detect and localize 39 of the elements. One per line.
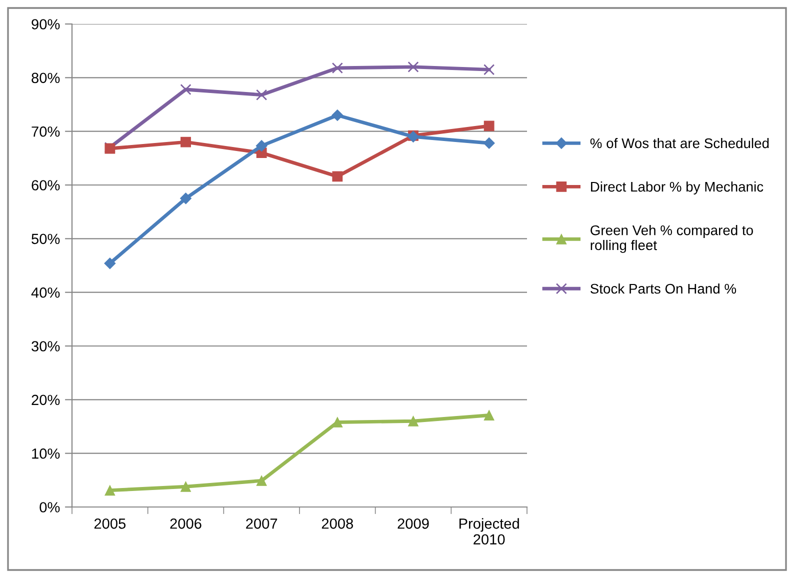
x-tick-label: Projected 2010	[459, 518, 519, 545]
point	[180, 84, 192, 96]
y-tick-label: 50%	[32, 234, 60, 244]
x-tick-label: 2009	[398, 518, 429, 529]
y-tick-label: 20%	[32, 394, 60, 406]
x-tick-label: 2008	[322, 518, 354, 529]
point	[180, 481, 191, 492]
y-tick-label: 60%	[32, 180, 60, 190]
point	[180, 192, 192, 204]
y-tick-label: 10%	[32, 448, 60, 459]
point	[332, 62, 343, 74]
x-tick-label: 2007	[246, 518, 278, 529]
legend-label: Direct Labor % by Mechanic	[591, 181, 764, 194]
x-tick-label: 2005	[94, 518, 126, 529]
y-tick-label: 40%	[31, 287, 60, 298]
y-tick-label: 0%	[40, 502, 60, 512]
y-tick-label: 70%	[32, 126, 60, 137]
point	[104, 485, 116, 496]
y-tick-label: 30%	[32, 341, 60, 352]
point	[256, 140, 268, 152]
legend-label: % of Wos that are Scheduled	[590, 138, 769, 148]
point	[484, 64, 495, 76]
point	[484, 410, 494, 420]
legend-label: Stock Parts On Hand %	[590, 283, 736, 294]
point	[408, 61, 419, 72]
point	[332, 416, 343, 428]
point	[104, 258, 116, 270]
y-tick-label: 90%	[32, 19, 60, 30]
point	[256, 475, 267, 486]
point	[332, 171, 343, 182]
point	[332, 109, 344, 121]
point	[484, 120, 494, 132]
y-tick-label: 80%	[32, 72, 60, 84]
point	[408, 416, 418, 426]
point	[256, 89, 268, 100]
point	[483, 137, 495, 149]
legend-label: Green Veh % compared to rolling fleet	[590, 225, 753, 253]
point	[180, 136, 191, 148]
x-tick-label: 2006	[170, 518, 202, 529]
